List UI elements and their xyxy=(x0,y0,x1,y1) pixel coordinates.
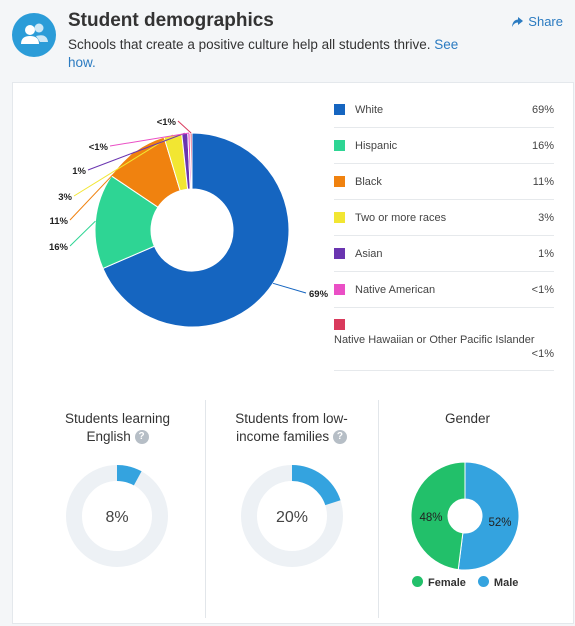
female-label: Female xyxy=(428,577,466,589)
section-divider-1 xyxy=(205,400,206,618)
legend-row-asian: Asian 1% xyxy=(334,236,554,272)
legend-swatch-two-or-more xyxy=(334,212,345,223)
female-dot xyxy=(412,576,423,587)
legend-swatch-white xyxy=(334,104,345,115)
legend-value-hispanic: 16% xyxy=(531,139,554,152)
legend-value-native-hawaiian: <1% xyxy=(531,347,554,360)
legend-label-native-hawaiian: Native Hawaiian or Other Pacific Islande… xyxy=(334,333,535,346)
share-label: Share xyxy=(528,14,563,29)
legend-row-two-or-more: Two or more races 3% xyxy=(334,200,554,236)
legend-value-asian: 1% xyxy=(538,247,554,260)
english-title-line-2: English xyxy=(86,429,131,444)
legend-value-native-american: <1% xyxy=(531,283,554,296)
legend-swatch-hispanic xyxy=(334,140,345,151)
income-title-line-2: income families xyxy=(236,429,330,444)
legend-label-asian: Asian xyxy=(355,247,383,260)
section-divider-2 xyxy=(378,400,379,618)
gender-legend-female: Female xyxy=(412,576,466,589)
english-title-line-1: Students learning xyxy=(64,411,171,426)
legend-value-black: 11% xyxy=(532,175,554,188)
legend-value-two-or-more: 3% xyxy=(538,211,554,224)
legend-row-native-hawaiian: Native Hawaiian or Other Pacific Islande… xyxy=(334,308,554,371)
gender-title: Gender xyxy=(444,411,491,426)
english-learners-title: Students learning English ? xyxy=(40,410,195,446)
share-arrow-icon xyxy=(512,16,524,27)
gender-legend: Female Male xyxy=(412,576,518,589)
income-title-line-1: Students from low- xyxy=(235,411,348,426)
income-help-icon[interactable]: ? xyxy=(332,430,347,445)
ethnicity-legend: White 69% Hispanic 16% Black 11% Two or … xyxy=(334,92,554,371)
page-title: Student demographics xyxy=(68,10,274,31)
english-help-icon[interactable]: ? xyxy=(134,430,149,445)
student-group-icon xyxy=(12,13,56,57)
legend-swatch-native-hawaiian xyxy=(334,318,345,330)
subtitle-text: Schools that create a positive culture h… xyxy=(68,37,431,52)
share-button[interactable]: Share xyxy=(511,14,563,29)
legend-row-native-american: Native American <1% xyxy=(334,272,554,308)
legend-label-hispanic: Hispanic xyxy=(355,139,398,152)
legend-row-black: Black 11% xyxy=(334,164,554,200)
male-label: Male xyxy=(493,577,519,589)
legend-row-hispanic: Hispanic 16% xyxy=(334,128,554,164)
legend-value-white: 69% xyxy=(531,103,554,116)
legend-label-native-american: Native American xyxy=(355,283,436,296)
legend-label-black: Black xyxy=(355,175,382,188)
page-subtitle: Schools that create a positive culture h… xyxy=(68,36,488,72)
legend-label-white: White xyxy=(355,103,384,116)
legend-row-white: White 69% xyxy=(334,92,554,128)
header: Student demographics Schools that create… xyxy=(0,0,575,80)
see-how-link[interactable]: See how. xyxy=(68,37,459,70)
legend-swatch-black xyxy=(334,176,345,187)
legend-swatch-native-american xyxy=(334,284,345,295)
gender-legend-male: Male xyxy=(477,576,519,589)
legend-label-two-or-more: Two or more races xyxy=(355,211,447,224)
legend-swatch-asian xyxy=(334,248,345,259)
low-income-title: Students from low- income families ? xyxy=(214,410,369,446)
male-dot xyxy=(477,576,489,587)
